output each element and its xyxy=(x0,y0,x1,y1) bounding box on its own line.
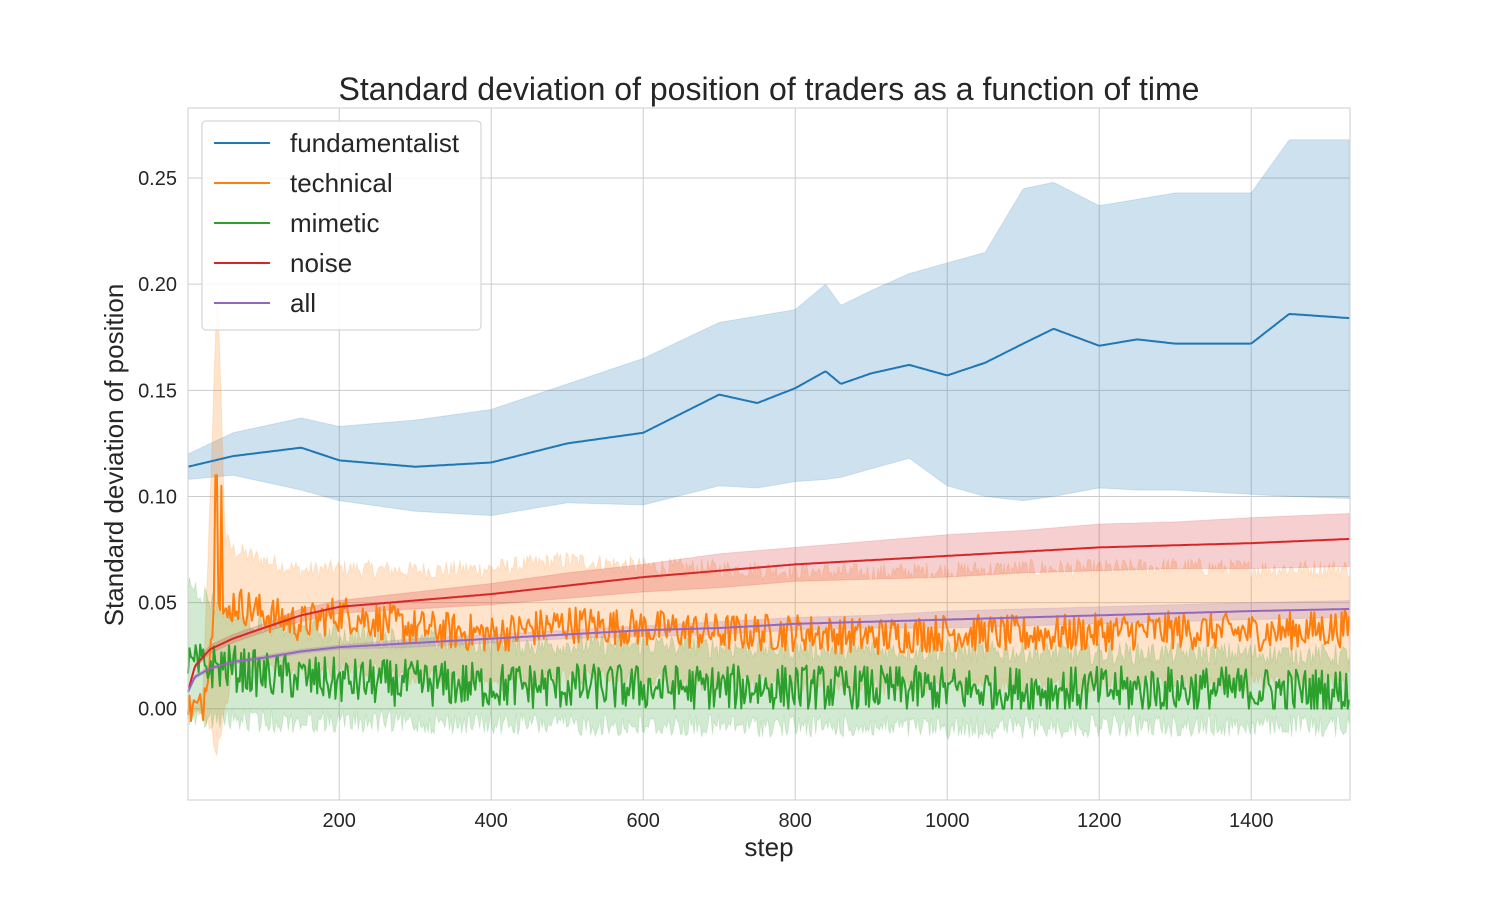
band-fundamentalist xyxy=(187,139,1350,517)
x-tick-label: 1200 xyxy=(1077,810,1122,832)
x-tick-label: 200 xyxy=(323,810,356,832)
y-axis-label: Standard deviation of position xyxy=(99,284,129,627)
legend-label-technical: technical xyxy=(290,168,393,198)
x-tick-label: 400 xyxy=(475,810,508,832)
x-tick-label: 800 xyxy=(779,810,812,832)
legend-label-fundamentalist: fundamentalist xyxy=(290,128,460,158)
y-tick-label: 0.05 xyxy=(138,593,177,615)
series-line-fundamentalist xyxy=(187,313,1350,468)
series-line-noise xyxy=(187,537,1350,692)
legend: fundamentalist technical mimetic noise all xyxy=(201,120,482,331)
x-tick-label: 600 xyxy=(627,810,660,832)
legend-label-noise: noise xyxy=(290,248,352,278)
chart-title: Standard deviation of position of trader… xyxy=(339,71,1200,107)
legend-label-mimetic: mimetic xyxy=(290,208,380,238)
series-line-mimetic xyxy=(187,643,1351,710)
x-tick-label: 1400 xyxy=(1229,810,1274,832)
y-tick-label: 0.10 xyxy=(138,486,177,508)
plot-frame xyxy=(187,107,1351,801)
series-line-technical xyxy=(187,474,1351,722)
y-tick-label: 0.20 xyxy=(138,274,177,296)
legend-box xyxy=(201,120,482,331)
y-tick-label: 0.00 xyxy=(138,699,177,721)
y-tick-label: 0.25 xyxy=(138,168,177,190)
y-tick-label: 0.15 xyxy=(138,380,177,402)
band-noise xyxy=(187,513,1350,695)
series-line-all xyxy=(187,608,1350,693)
x-axis-label: step xyxy=(744,832,793,862)
legend-label-all: all xyxy=(290,288,316,318)
x-tick-label: 1000 xyxy=(925,810,970,832)
